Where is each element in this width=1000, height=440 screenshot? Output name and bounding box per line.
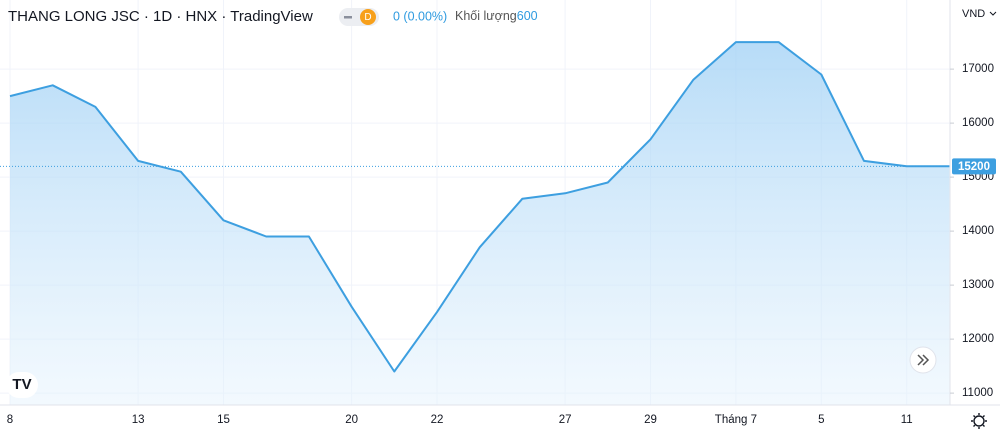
x-tick-label: 29: [644, 414, 657, 426]
currency[interactable]: VND: [962, 8, 985, 20]
x-tick-label: 13: [132, 414, 145, 426]
volume-label-text: Khối lượng: [455, 9, 517, 23]
price-line: [9, 41, 950, 373]
x-tick-label: 15: [217, 414, 230, 426]
x-tick-label: 8: [7, 414, 13, 426]
x-tick-label: 11: [901, 414, 913, 426]
y-tick-label: 13000: [962, 279, 994, 291]
volume: 600: [517, 9, 538, 23]
x-tick-label: 5: [818, 414, 824, 426]
y-tick-label: 12000: [962, 333, 994, 345]
badge-dot: [360, 9, 376, 25]
x-tick-label: 27: [559, 414, 572, 426]
interval-badge: D: [364, 12, 371, 23]
settings-teeth: [971, 413, 987, 429]
last-price-label: 15200: [958, 161, 990, 173]
scroll-icon: [917, 354, 930, 366]
currency-caret: [989, 11, 997, 16]
area-fill: [10, 42, 950, 405]
logo-bg[interactable]: [6, 372, 38, 398]
x-tick-label: 20: [345, 414, 358, 426]
y-tick-label: 17000: [962, 63, 994, 75]
change: 0 (0.00%): [393, 9, 447, 23]
badge-dash: [344, 16, 352, 19]
chart-title: THANG LONG JSC · 1D · HNX · TradingView: [8, 8, 313, 25]
marks: [0, 41, 950, 405]
logo[interactable]: TV: [12, 376, 31, 393]
volume-label: Khối lượng600: [455, 9, 538, 23]
y-tick-label: 16000: [962, 117, 994, 129]
y-tick-label: 11000: [962, 387, 993, 399]
settings-icon[interactable]: [973, 415, 985, 427]
x-tick-label: Tháng 7: [715, 414, 757, 426]
x-tick-label: 22: [431, 414, 444, 426]
y-tick-label: 14000: [962, 225, 994, 237]
last-price-tag: [952, 158, 996, 175]
